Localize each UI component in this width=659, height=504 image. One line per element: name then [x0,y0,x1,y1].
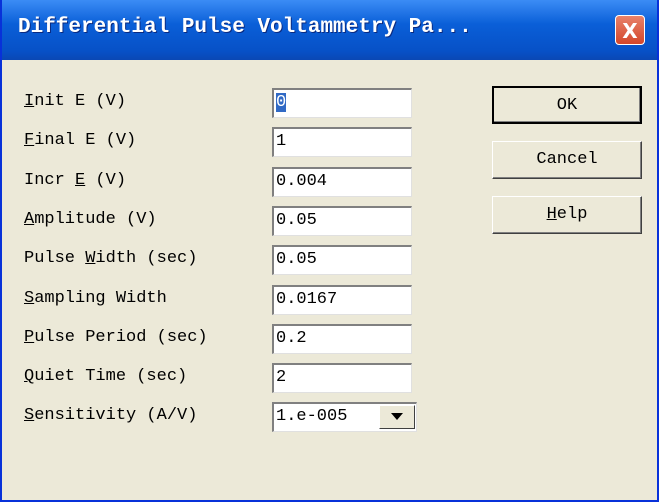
close-button[interactable]: X [615,15,645,45]
text-field[interactable]: 0.0167 [272,284,412,315]
field-value: 0.004 [276,171,328,191]
button[interactable]: OK [492,86,642,124]
field-label: Init E (V) [24,92,127,111]
window-title: Differential Pulse Voltammetry Pa... [18,16,472,39]
dropdown[interactable]: 1.e-005 [272,402,417,433]
field-value: 2 [276,368,287,388]
text-field[interactable]: 2 [272,363,412,394]
field-label: Final E (V) [24,131,137,151]
text-field[interactable]: 0.05 [272,245,412,276]
field-value: 0.05 [276,210,317,230]
field-label: Quiet Time (sec) [24,367,188,387]
text-field[interactable]: 0 [272,88,412,118]
field-label: Incr E (V) [24,170,127,190]
title-bar: Differential Pulse Voltammetry Pa... X [2,0,657,60]
field-value: 1 [276,132,287,152]
field-label: Amplitude (V) [24,209,157,229]
field-label: Sampling Width [24,288,167,308]
button[interactable]: Cancel [492,141,642,179]
dropdown-arrow[interactable] [379,405,415,430]
field-label: Pulse Width (sec) [24,249,198,269]
field-value: 0.2 [276,328,307,348]
field-value: 0.0167 [276,289,338,309]
field-value: 1.e-005 [276,407,348,427]
arrow-icon [391,413,403,421]
field-value: 0.05 [276,250,317,270]
field-value: 0 [276,93,287,112]
text-field[interactable]: 0.2 [272,323,412,354]
button[interactable]: Help [492,196,642,234]
field-label: Sensitivity (A/V) [24,406,198,426]
text-field[interactable]: 1 [272,127,412,158]
field-label: Pulse Period (sec) [24,327,208,347]
text-field[interactable]: 0.05 [272,205,412,236]
text-field[interactable]: 0.004 [272,166,412,197]
